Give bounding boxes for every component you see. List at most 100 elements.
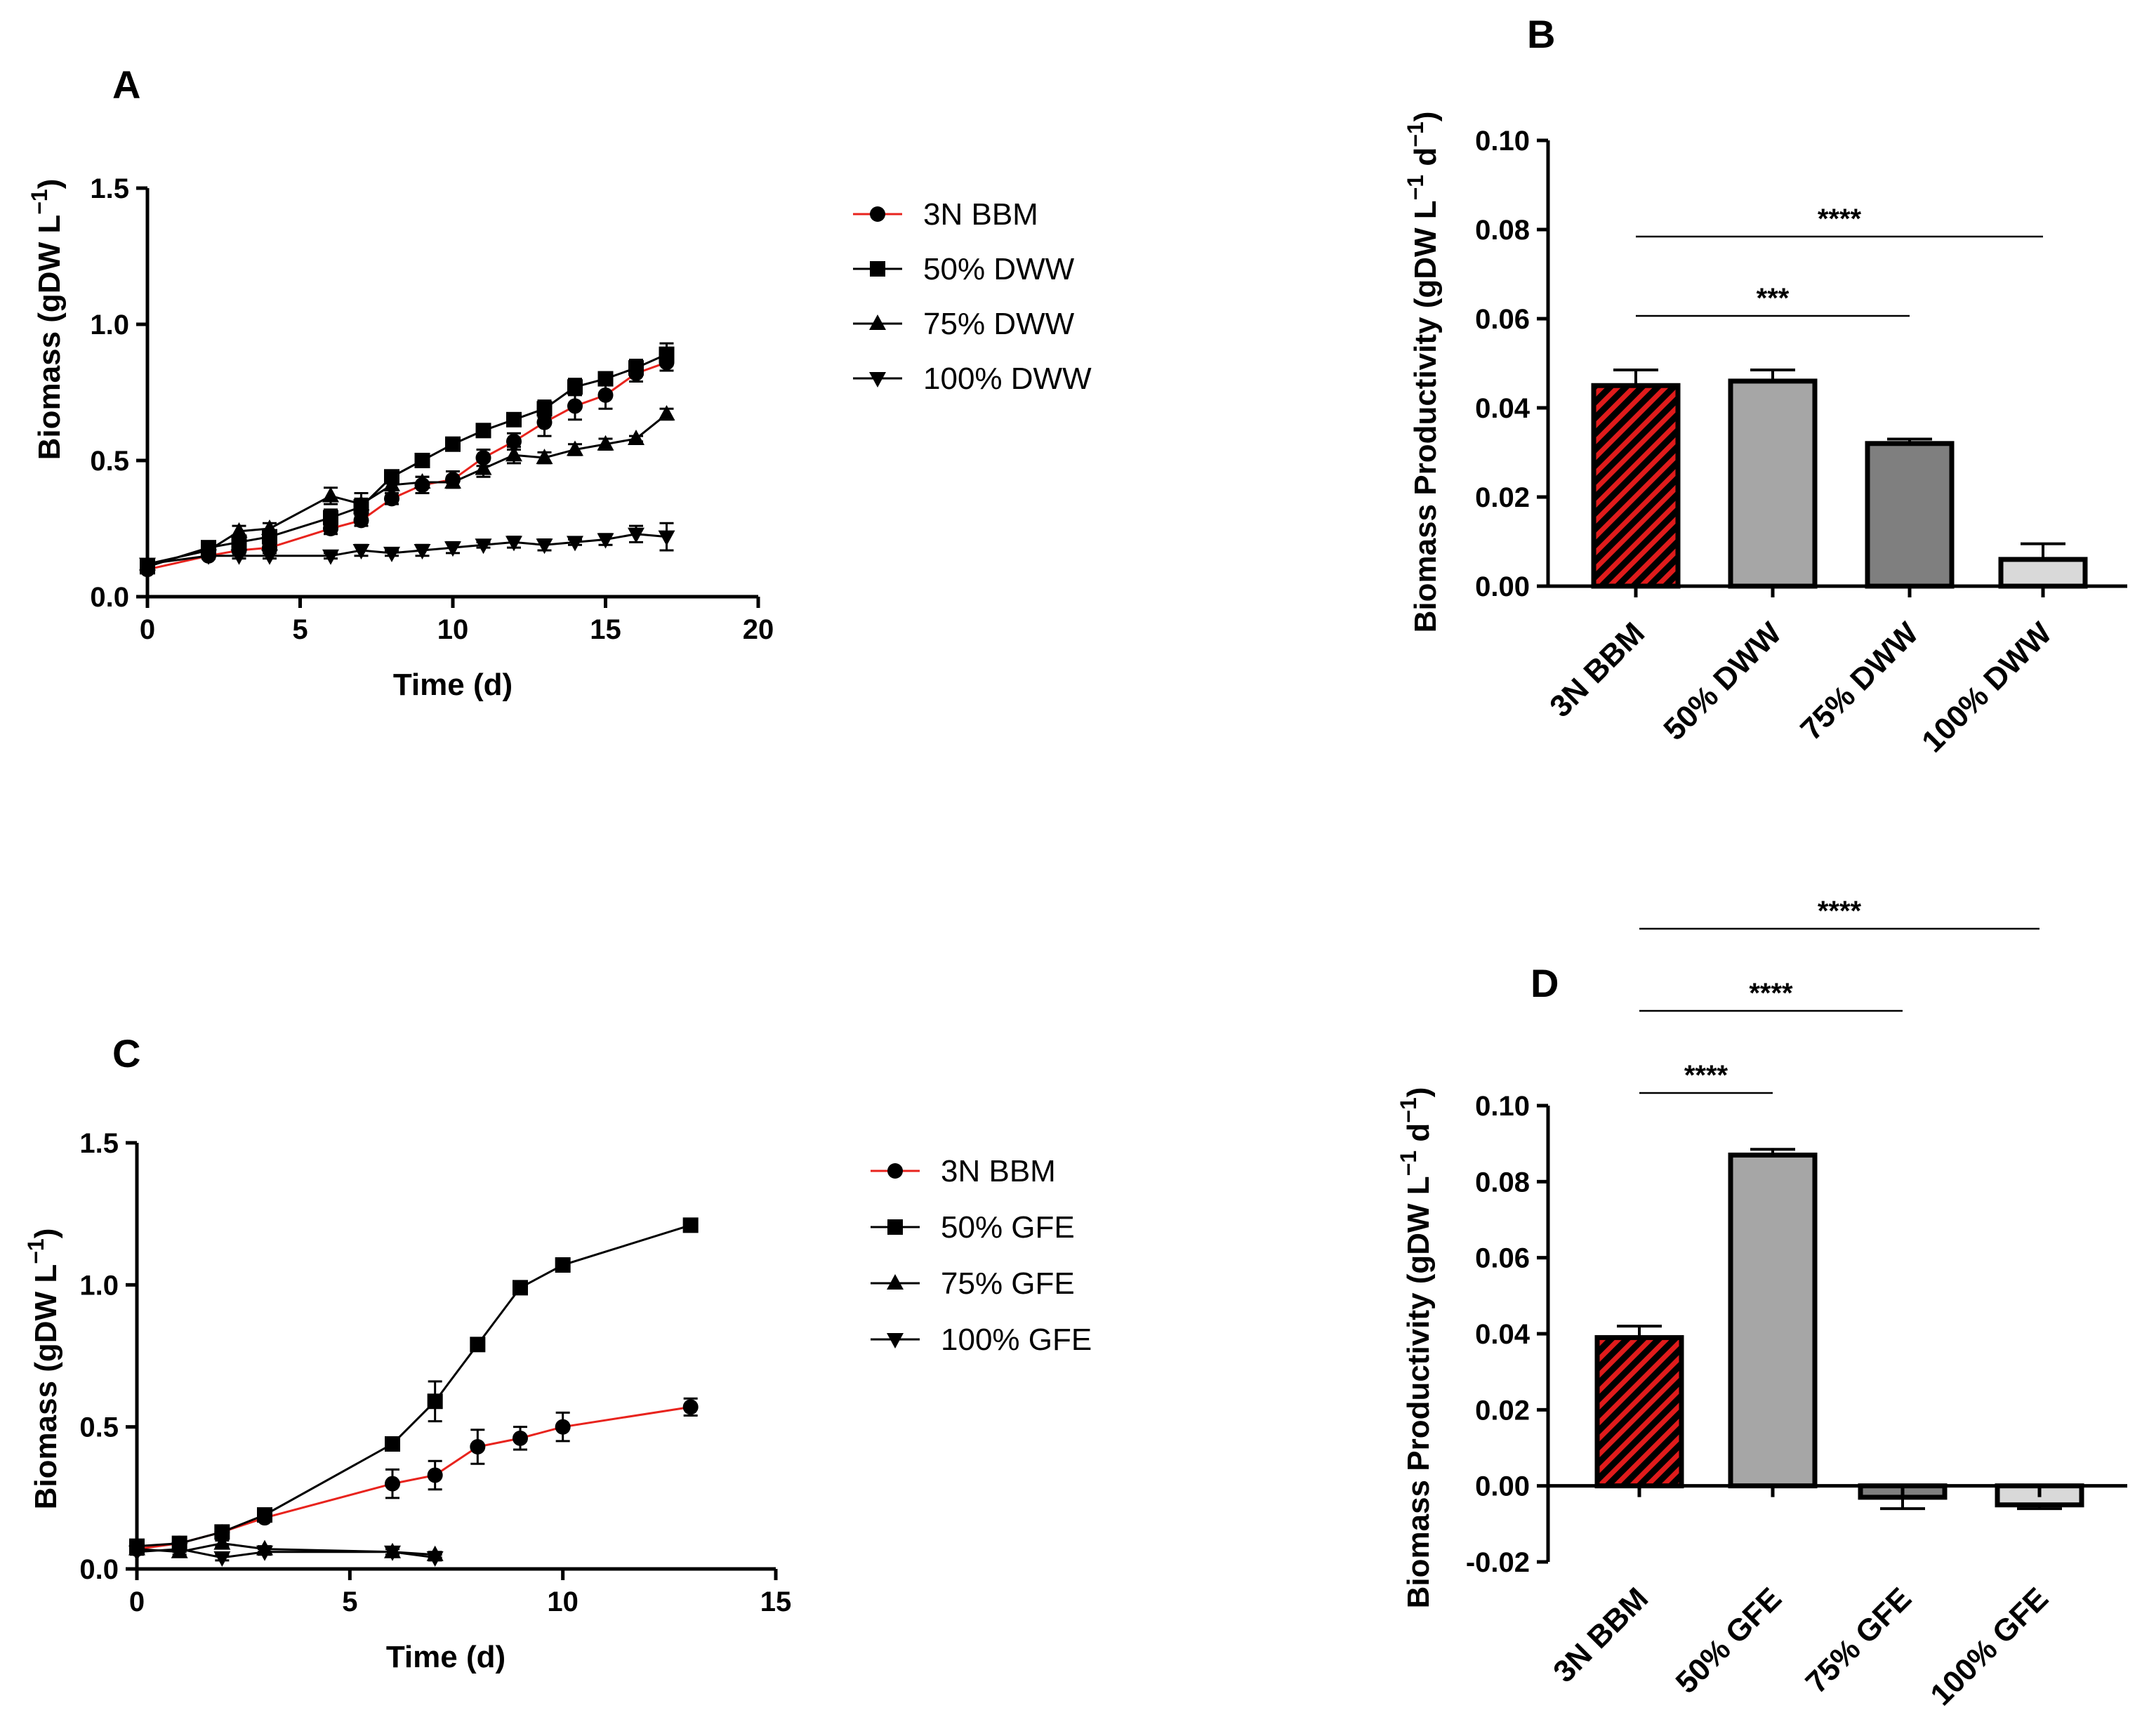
x-tick-label: 5 [292,614,308,645]
data-point-series-0 [513,1430,528,1446]
y-tick-label: 0.06 [1475,1243,1530,1274]
data-point-series-1 [231,534,247,550]
panel-a-biomass-dww: A Biomass (gDW L−1) Time (d) 0.0 0.5 1.0 1.… [27,62,1092,702]
category-label: 50% DWW [1657,616,1788,747]
data-point-series-1 [475,423,491,439]
x-tick-label: 20 [743,614,774,645]
y-tick-label: 1.5 [79,1128,119,1159]
data-point-series-2 [322,486,339,503]
data-point-series-3 [213,1551,231,1567]
data-point-series-0 [353,512,369,529]
data-point-series-0 [427,1467,443,1483]
significance-label: **** [1749,978,1793,1009]
data-point-series-1 [506,411,522,428]
series-line-0 [147,361,668,571]
data-point-series-1 [257,1507,272,1523]
data-point-series-2 [536,449,553,465]
data-point-series-2 [261,519,278,535]
data-point-series-0 [506,433,522,449]
series-line-3 [147,533,667,565]
y-tick-label: 0.04 [1475,1319,1531,1350]
data-point-series-2 [628,429,644,445]
data-point-series-0 [682,1399,699,1415]
data-point-series-1 [385,1436,400,1452]
data-point-series-0 [470,1438,486,1455]
data-point-series-3 [256,1545,273,1561]
legend-marker [869,314,886,330]
significance-label: *** [1757,283,1790,314]
data-point-series-3 [536,538,553,555]
legend-entry: 100% GFE [941,1323,1092,1357]
bar-1 [1728,1152,1818,1489]
data-point-series-3 [352,544,370,560]
x-tick-label: 10 [437,614,469,645]
legend-marker [870,206,885,222]
y-axis-label-b: Biomass Productivity (gDW L−1 d−1) [1403,112,1443,633]
legend-marker [887,1333,904,1349]
y-tick-label: 0.10 [1475,126,1530,157]
y-axis-label-d: Biomass Productivity (gDW L−1 d−1) [1396,1087,1436,1609]
data-point-series-1 [597,371,614,387]
y-tick-label: 0.02 [1475,1395,1530,1426]
category-label: 100% GFE [1924,1581,2055,1712]
y-tick-label: 0.00 [1475,571,1530,602]
y-tick-label: 0.02 [1475,482,1530,513]
data-point-series-0 [536,414,553,430]
data-point-series-0 [475,450,491,466]
y-tick-label: 0.0 [90,582,129,613]
data-point-series-1 [682,1217,699,1233]
data-point-series-2 [352,495,370,511]
bar-1 [1728,378,1818,589]
data-point-series-1 [567,379,583,395]
y-tick-label: 0.5 [79,1412,119,1443]
data-point-series-3 [261,549,278,565]
x-tick-label: 5 [342,1586,357,1617]
legend-entry: 3N BBM [941,1154,1056,1188]
panel-c-biomass-gfe: C Biomass (gDW L−1) Time (d) 0.0 0.5 1.0 1.… [23,1031,1092,1674]
data-point-series-1 [214,1524,230,1540]
panel-label-a: A [112,62,140,107]
x-tick-label: 0 [129,1586,145,1617]
data-point-series-1 [323,510,338,526]
category-label: 75% GFE [1799,1581,1919,1700]
y-tick-label: 0.10 [1475,1091,1530,1122]
data-point-series-2 [383,475,400,491]
data-point-series-1 [470,1337,486,1353]
legend-entry: 75% DWW [923,307,1075,341]
y-tick-label: 0.0 [79,1554,119,1585]
data-point-series-3 [475,538,492,555]
legend-marker [887,1163,903,1179]
data-point-series-3 [383,546,400,562]
legend-entry: 3N BBM [923,197,1038,232]
y-tick-label: 0.08 [1475,215,1530,246]
data-point-series-2 [414,473,431,489]
data-point-series-2 [505,446,522,462]
legend-entry: 50% GFE [941,1210,1075,1245]
data-point-series-3 [230,549,248,565]
data-point-series-2 [658,405,675,421]
data-point-series-1 [555,1257,571,1273]
legend-entry: 75% GFE [941,1266,1075,1301]
legend-entry: 50% DWW [923,252,1075,286]
y-tick-label: 0.08 [1475,1167,1530,1198]
data-point-series-0 [384,491,399,507]
data-point-series-2 [597,435,614,451]
significance-label: **** [1818,896,1862,927]
bar-0 [1591,383,1681,589]
data-point-series-2 [213,1534,231,1550]
legend-marker [887,1274,904,1290]
data-point-series-0 [567,398,583,414]
y-tick-label: 0.00 [1475,1471,1530,1502]
panel-b-productivity-dww: B Biomass Productivity (gDW L−1 d−1) 0.0… [1403,12,2127,759]
data-point-series-1 [445,436,461,452]
x-tick-label: 15 [760,1586,792,1617]
series-line-3 [136,1548,435,1559]
significance-label: **** [1818,204,1862,234]
data-point-series-0 [385,1476,400,1492]
bar-0 [1594,1334,1684,1489]
significance-label: **** [1684,1060,1728,1091]
panel-label-c: C [112,1031,140,1075]
legend-marker [887,1219,903,1235]
category-label: 3N BBM [1543,616,1651,724]
category-label: 100% DWW [1915,616,2058,759]
